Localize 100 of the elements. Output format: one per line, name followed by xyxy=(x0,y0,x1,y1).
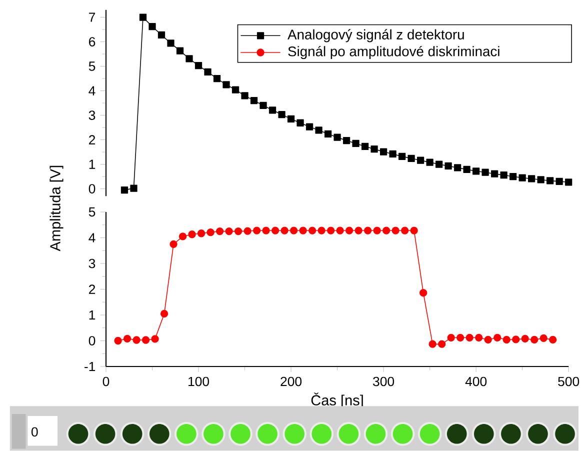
point xyxy=(528,175,536,182)
y-tick-label: 0 xyxy=(88,336,96,346)
point xyxy=(123,335,132,343)
point xyxy=(278,111,286,118)
point xyxy=(139,14,147,21)
point xyxy=(290,226,298,234)
point xyxy=(540,334,548,342)
point xyxy=(484,336,492,344)
y-tick-label: 5 xyxy=(88,62,96,72)
point xyxy=(130,184,138,192)
y-tick-label: 5 xyxy=(88,208,96,217)
point xyxy=(132,336,140,344)
point xyxy=(318,226,326,234)
point xyxy=(502,336,510,344)
point xyxy=(454,164,462,172)
y-tick-label: 4 xyxy=(88,233,96,242)
point xyxy=(188,230,196,238)
y-tick-label: 2 xyxy=(89,284,96,294)
point xyxy=(518,174,526,182)
x-tick-label: 300 xyxy=(373,376,394,386)
point xyxy=(463,166,470,174)
point xyxy=(204,68,212,76)
point xyxy=(241,92,248,100)
text: 0 xyxy=(31,427,38,437)
point xyxy=(398,153,406,160)
y-tick-label: 2 xyxy=(89,135,96,145)
point xyxy=(352,140,360,148)
point xyxy=(167,40,174,47)
y-tick-label: 6 xyxy=(89,37,96,47)
point xyxy=(342,137,350,144)
y-tick-label: -1 xyxy=(84,362,96,372)
point xyxy=(373,226,381,234)
point xyxy=(114,337,122,345)
point xyxy=(447,334,455,342)
point xyxy=(324,130,332,138)
point xyxy=(565,178,572,186)
point xyxy=(456,334,464,342)
point xyxy=(419,289,428,297)
point xyxy=(222,81,230,88)
point xyxy=(216,228,224,236)
point xyxy=(416,156,424,164)
point xyxy=(512,336,520,344)
point xyxy=(510,173,517,180)
point xyxy=(472,168,480,175)
x-tick-label: 200 xyxy=(280,376,302,386)
point xyxy=(262,226,270,234)
point xyxy=(326,226,335,234)
point xyxy=(475,334,483,342)
point xyxy=(315,126,322,134)
x-tick-label: 400 xyxy=(465,376,487,386)
point xyxy=(197,230,206,238)
point xyxy=(280,226,288,234)
point xyxy=(213,75,221,82)
point xyxy=(546,177,554,184)
point xyxy=(158,31,166,39)
point xyxy=(148,23,156,30)
point xyxy=(466,334,474,342)
point xyxy=(176,47,184,55)
point xyxy=(400,226,409,234)
point xyxy=(160,310,168,318)
point xyxy=(435,160,443,168)
point xyxy=(308,226,316,234)
point xyxy=(389,150,396,158)
point xyxy=(426,158,434,166)
point xyxy=(410,226,418,234)
point xyxy=(306,123,314,130)
point xyxy=(250,97,258,104)
point xyxy=(234,228,242,236)
point xyxy=(244,227,252,236)
point xyxy=(380,148,388,156)
legend-label: Analogový signál z detektoru xyxy=(288,29,464,42)
point xyxy=(382,226,390,234)
point xyxy=(186,55,193,62)
point xyxy=(232,86,240,94)
point xyxy=(444,162,452,170)
point xyxy=(299,226,307,234)
point xyxy=(178,232,187,240)
y-tick-label: 0 xyxy=(88,184,96,194)
point xyxy=(170,240,178,248)
point xyxy=(482,168,489,176)
point xyxy=(530,336,538,344)
y-tick-label: 1 xyxy=(89,310,96,320)
point xyxy=(392,226,400,234)
x-tick-label: 500 xyxy=(558,376,580,386)
point xyxy=(260,102,267,110)
y-tick-label: 7 xyxy=(89,12,96,22)
x-tick-label: 0 xyxy=(102,376,110,386)
point xyxy=(494,334,502,342)
point xyxy=(225,228,233,236)
point xyxy=(334,134,341,142)
point xyxy=(142,336,150,344)
point xyxy=(151,335,159,343)
point xyxy=(521,335,529,343)
point xyxy=(537,176,544,184)
point xyxy=(354,226,362,234)
point xyxy=(428,340,436,348)
point xyxy=(271,226,280,234)
point xyxy=(408,154,415,162)
point xyxy=(252,226,261,234)
y-tick-label: 3 xyxy=(88,110,96,120)
